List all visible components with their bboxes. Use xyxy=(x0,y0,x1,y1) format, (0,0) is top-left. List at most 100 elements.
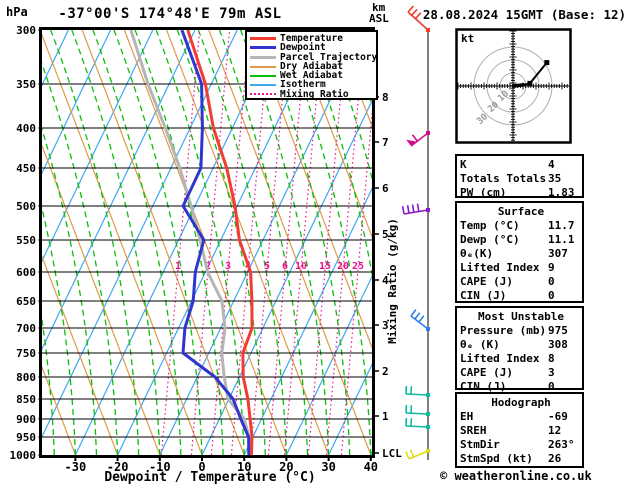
asl-unit-label: ASL xyxy=(369,12,389,25)
table-row-label: Pressure (mb) xyxy=(460,324,547,337)
table-title: Most Unstable xyxy=(477,310,565,323)
isotherm-line xyxy=(285,275,372,455)
table-row-value: 0 xyxy=(548,380,555,393)
x-tick-label: 0 xyxy=(198,460,205,474)
dry-adiabat-line xyxy=(42,254,119,455)
table-row: PW (cm) 1.83 xyxy=(460,186,582,200)
legend-swatch-mixing-ratio xyxy=(250,93,276,96)
legend-label: Dewpoint xyxy=(280,42,326,54)
pressure-tick-label: 650 xyxy=(16,295,36,308)
table-row-value: 1.83 xyxy=(548,186,575,199)
table-row-value: 26 xyxy=(548,452,562,465)
table-most-unstable: Most Unstable Pressure (mb) 975 θₑ (K) 308 Li… xyxy=(455,306,584,393)
mixing-ratio-line xyxy=(283,30,324,455)
mixing-ratio-line xyxy=(230,30,271,455)
plot-frame xyxy=(39,27,375,458)
table-row: Lifted Index 8 xyxy=(460,352,582,366)
hodograph-ring-label: 30 xyxy=(475,112,490,127)
dry-adiabat-line xyxy=(42,365,76,455)
table-row-value: 11.7 xyxy=(548,219,575,232)
km-tick-label: 2 xyxy=(382,365,389,378)
table-row-label: K xyxy=(460,158,467,171)
legend-swatch-isotherm xyxy=(250,84,276,87)
table-row-value: 8 xyxy=(548,352,555,365)
temperature-curve xyxy=(186,30,254,455)
table-row-value: 11.1 xyxy=(548,233,575,246)
table-row: Pressure (mb) 975 xyxy=(460,324,582,338)
mixing-ratio-value-label: 20 xyxy=(337,261,349,272)
x-tick-label: 40 xyxy=(364,460,378,474)
legend-item: Dewpoint xyxy=(250,42,376,54)
wind-barb xyxy=(405,385,430,397)
table-row-label: Temp (°C) xyxy=(460,219,520,232)
x-tick-label: 20 xyxy=(279,460,293,474)
pressure-tick-label: 850 xyxy=(16,393,36,406)
wet-adiabat-line xyxy=(42,62,119,455)
isotherm-line xyxy=(243,187,372,455)
legend-swatch-wet-adiabat xyxy=(250,74,276,77)
table-row: Temp (°C) 11.7 xyxy=(460,219,582,233)
mixing-ratio-value-label: 6 xyxy=(282,261,288,272)
table-row: StmSpd (kt) 26 xyxy=(460,452,582,466)
isotherm-line xyxy=(328,363,372,455)
pressure-tick-label: 350 xyxy=(16,78,36,91)
wind-barb xyxy=(407,5,430,32)
wet-adiabat-line xyxy=(113,30,203,455)
isotherm-line xyxy=(42,30,154,263)
km-tick-label: 4 xyxy=(382,274,389,287)
table-row: EH -69 xyxy=(460,410,582,424)
table-indices: K 4 Totals Totals 35 PW (cm) 1.83 xyxy=(455,154,584,200)
lcl-label: LCL xyxy=(382,447,402,460)
table-row: Lifted Index 9 xyxy=(460,261,582,275)
pressure-tick-label: 950 xyxy=(16,431,36,444)
table-title: Surface xyxy=(497,205,545,218)
table-row-label: EH xyxy=(460,410,474,423)
mixing-ratio-line xyxy=(210,30,251,455)
pressure-tick-label: 450 xyxy=(16,162,36,175)
legend-label: Parcel Trajectory xyxy=(280,51,378,63)
pressure-tick-label: 750 xyxy=(16,347,36,360)
legend-swatch-parcel-trajectory xyxy=(250,55,276,59)
wind-barb xyxy=(406,131,430,147)
wind-barb xyxy=(401,203,430,215)
km-tick-label: 7 xyxy=(382,136,389,149)
hodograph-ring-label: 10 xyxy=(496,89,511,104)
km-tick-label: 6 xyxy=(382,182,389,195)
dry-adiabat-line xyxy=(123,30,287,455)
isotherm-line xyxy=(117,30,323,455)
mixing-ratio-line xyxy=(190,30,231,455)
mixing-ratio-value-label: 25 xyxy=(352,261,364,272)
sounding-curves xyxy=(129,30,254,455)
mixing-ratio-line xyxy=(249,30,290,455)
table-row: Dewp (°C) 11.1 xyxy=(460,233,582,247)
dry-adiabat-line xyxy=(334,30,372,128)
table-row-label: θₑ (K) xyxy=(460,338,500,351)
table-row: CAPE (J) 0 xyxy=(460,275,582,289)
hodograph-ring-label: 20 xyxy=(486,100,501,115)
table-row-value: 35 xyxy=(548,172,562,185)
x-axis-title: Dewpoint / Temperature (°C) xyxy=(104,470,316,485)
table-row-label: PW (cm) xyxy=(460,186,507,199)
mixing-ratio-value-label: 5 xyxy=(264,261,270,272)
table-row: SREH 12 xyxy=(460,424,582,438)
table-row-value: 263° xyxy=(548,438,575,451)
table-row-label: Totals Totals xyxy=(460,172,547,185)
table-row-label: CIN (J) xyxy=(460,380,507,393)
hodograph-frame xyxy=(455,28,572,144)
km-tick-label: 1 xyxy=(382,410,389,423)
dry-adiabat-line xyxy=(208,30,372,455)
table-row-value: 9 xyxy=(548,261,555,274)
station-title: -37°00'S 174°48'E 79m ASL xyxy=(58,6,282,22)
pressure-tick-label: 600 xyxy=(16,266,36,279)
mixing-ratio-line xyxy=(325,30,366,455)
isotherm-line xyxy=(159,30,365,455)
isotherm-line xyxy=(42,30,112,175)
table-row-label: CAPE (J) xyxy=(460,366,513,379)
wet-adiabat-line xyxy=(92,30,182,455)
table-row-label: StmSpd (kt) xyxy=(460,452,533,465)
pressure-tick-label: 900 xyxy=(16,413,36,426)
legend-item: Mixing Ratio xyxy=(250,89,376,99)
table-row-label: CAPE (J) xyxy=(460,275,513,288)
